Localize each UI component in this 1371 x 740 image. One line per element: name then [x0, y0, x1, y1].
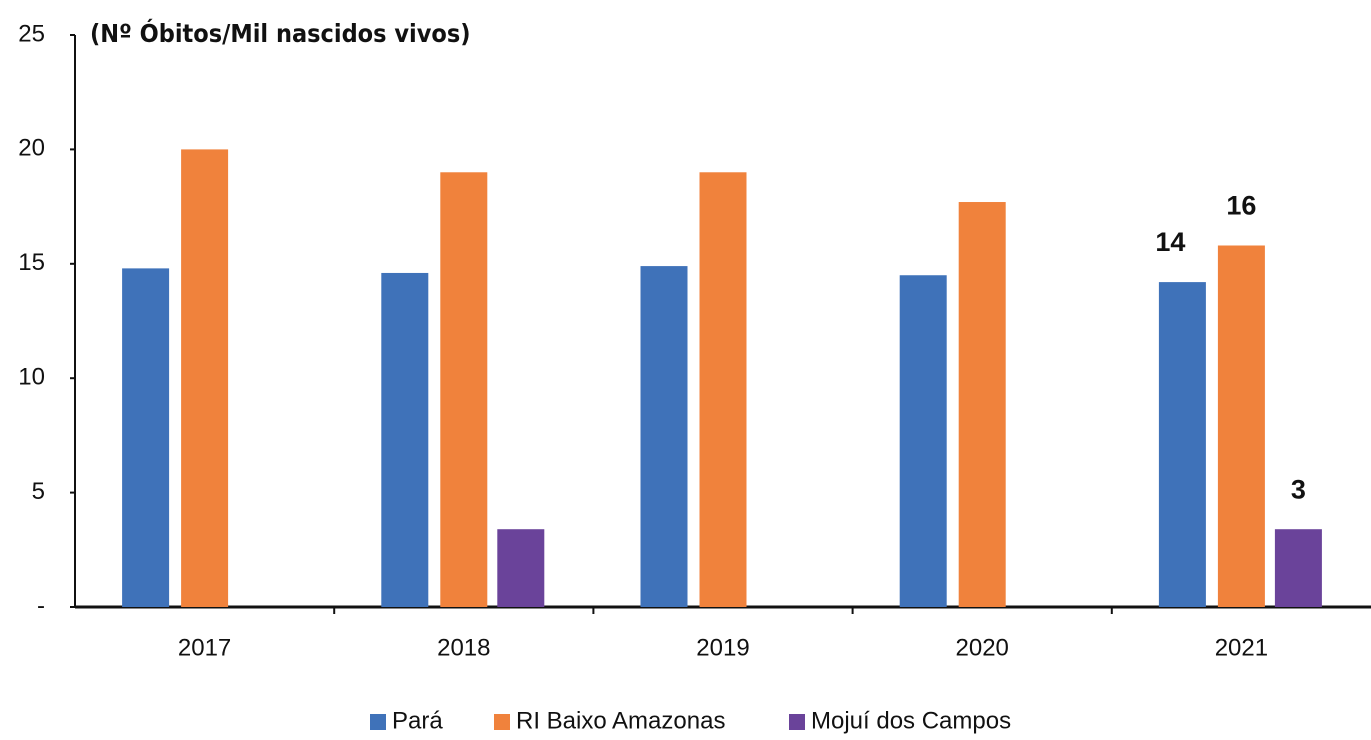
y-tick-label: 15 — [18, 249, 45, 276]
bar — [497, 529, 545, 607]
x-tick-label: 2019 — [696, 634, 749, 661]
value-label: 14 — [1155, 227, 1185, 257]
x-tick-label: 2018 — [437, 634, 490, 661]
legend-swatch — [370, 714, 386, 730]
bar — [381, 272, 429, 607]
value-label: 16 — [1226, 191, 1256, 221]
bar — [181, 149, 229, 607]
bar — [640, 266, 688, 607]
legend-swatch — [789, 714, 805, 730]
bar — [699, 172, 747, 607]
bar — [899, 275, 947, 607]
y-tick-label: - — [37, 592, 45, 619]
bar — [958, 202, 1006, 608]
y-tick-label: 10 — [18, 364, 45, 391]
x-tick-label: 2020 — [956, 634, 1009, 661]
legend-label: Mojuí dos Campos — [811, 707, 1011, 734]
x-tick-label: 2021 — [1215, 634, 1268, 661]
y-tick-label: 20 — [18, 135, 45, 162]
value-label: 3 — [1291, 474, 1306, 504]
bar — [440, 172, 488, 607]
legend-swatch — [494, 714, 510, 730]
y-tick-label: 5 — [32, 478, 45, 505]
x-tick-label: 2017 — [178, 634, 231, 661]
bar — [1217, 245, 1265, 607]
y-tick-label: 25 — [18, 20, 45, 47]
chart-title: (Nº Óbitos/Mil nascidos vivos) — [90, 18, 471, 48]
bar — [122, 268, 170, 607]
legend-label: Pará — [392, 707, 443, 734]
bar — [1274, 529, 1322, 607]
legend-label: RI Baixo Amazonas — [516, 707, 725, 734]
bar — [1158, 282, 1206, 607]
